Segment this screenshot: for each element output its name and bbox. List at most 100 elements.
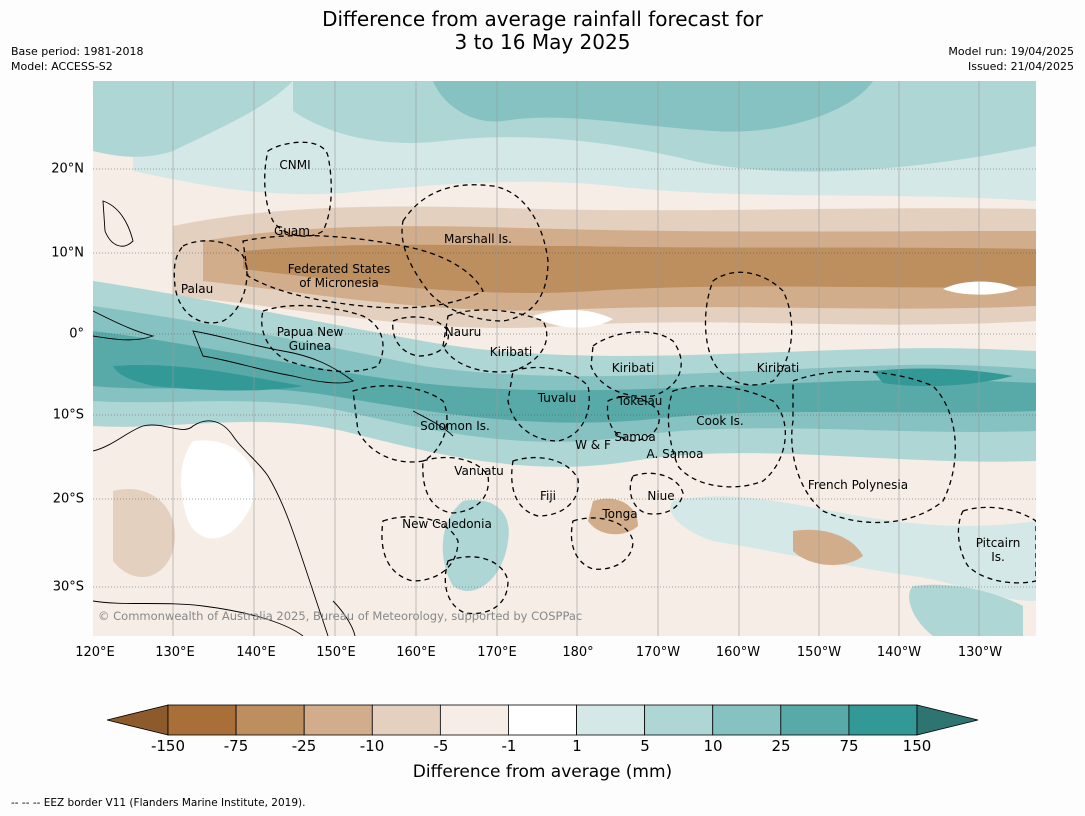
colorbar-swatch	[848, 704, 918, 736]
y-tick: 30°S	[52, 579, 84, 595]
label-vanuatu: Vanuatu	[454, 464, 504, 478]
south-brown-west	[113, 489, 175, 578]
colorbar	[107, 704, 979, 736]
x-tick: 170°E	[477, 645, 517, 660]
white-patch-equator	[533, 309, 613, 328]
eez-kiribati-west	[442, 309, 548, 373]
title-line-2: 3 to 16 May 2025	[454, 30, 631, 54]
white-patch-east	[943, 281, 1018, 295]
eez-marshall	[401, 184, 549, 322]
south-teal-patch	[909, 584, 1023, 636]
label-marshall: Marshall Is.	[444, 232, 512, 246]
latitude-gridlines	[93, 168, 1036, 588]
eez-tuvalu	[507, 366, 590, 442]
colorbar-swatch	[508, 704, 577, 736]
eez-vanuatu	[422, 456, 490, 514]
label-new-caledonia: New Caledonia	[402, 517, 492, 531]
eez-new-caledonia	[381, 516, 459, 582]
wet-band-strong	[93, 331, 1036, 423]
australia-south-coast	[93, 600, 304, 636]
label-fsm: Federated States of Micronesia	[288, 262, 390, 290]
eez-palau	[173, 240, 248, 324]
colorbar-swatch	[644, 704, 714, 736]
philippines-coast	[102, 200, 134, 247]
colorbar-label: 1	[572, 737, 582, 755]
new-zealand-coast	[332, 600, 356, 636]
map-svg	[93, 81, 1036, 636]
y-tick: 10°S	[52, 407, 84, 423]
label-tuvalu: Tuvalu	[537, 391, 577, 405]
eez-kiribati-east	[704, 271, 793, 386]
eez-cook	[667, 385, 786, 488]
label-samoa: Samoa	[614, 430, 656, 444]
colorbar-label: 150	[902, 737, 932, 755]
eez-solomon	[352, 385, 448, 463]
eez-tokelau	[606, 396, 660, 442]
label-french-polynesia: French Polynesia	[807, 478, 909, 492]
label-kiribati-east: Kiribati	[756, 361, 800, 375]
eez-fsm	[242, 234, 484, 309]
longitude-gridlines	[172, 81, 980, 636]
south-teal-west	[442, 500, 509, 591]
meta-right: Model run: 19/04/2025 Issued: 21/04/2025	[948, 44, 1074, 74]
colorbar-label: -150	[150, 737, 186, 755]
north-mid-teal	[433, 81, 873, 132]
australia-coast	[93, 420, 329, 636]
x-tick: 130°E	[155, 645, 195, 660]
label-png-2: Guinea	[288, 339, 332, 353]
label-pitcairn-2: Is.	[991, 550, 1005, 564]
label-pitcairn: Pitcairn Is.	[976, 536, 1021, 564]
colorbar-title: Difference from average (mm)	[412, 762, 673, 782]
colorbar-label: -25	[291, 737, 317, 755]
eez-norfolk	[444, 556, 509, 615]
colorbar-over-arrow	[916, 704, 979, 736]
colorbar-under-arrow	[107, 704, 169, 736]
label-png: Papua New Guinea	[277, 325, 344, 353]
label-wf: W & F	[575, 438, 611, 452]
label-solomon: Solomon Is.	[420, 419, 490, 433]
colorbar-swatch	[712, 704, 782, 736]
y-tick: 20°N	[51, 161, 84, 177]
colorbar-swatches	[167, 704, 918, 736]
indonesia-coast	[93, 310, 155, 341]
coastlines	[93, 200, 454, 636]
colorbar-label: -1	[501, 737, 517, 755]
x-tick: 130°W	[957, 645, 1003, 660]
y-tick: 20°S	[52, 491, 84, 507]
colorbar-swatch	[303, 704, 373, 736]
eez-png	[261, 304, 384, 373]
brown-patch-tonga	[588, 498, 638, 535]
chart-title: Difference from average rainfall forecas…	[0, 8, 1085, 54]
eez-borders	[173, 141, 1036, 615]
new-guinea-coast	[192, 330, 354, 384]
colorbar-label: 75	[839, 737, 859, 755]
white-patch-australia	[181, 440, 255, 539]
x-tick: 150°W	[796, 645, 842, 660]
eez-nauru	[392, 316, 450, 357]
eez-pitcairn	[957, 506, 1036, 584]
x-tick: 120°E	[75, 645, 115, 660]
x-tick: 140°W	[876, 645, 922, 660]
base-period: Base period: 1981-2018	[11, 45, 144, 58]
colorbar-swatch	[576, 704, 646, 736]
label-fsm-2: of Micronesia	[299, 276, 379, 290]
colorbar-swatch	[780, 704, 850, 736]
x-tick: 170°W	[635, 645, 681, 660]
wet-core-east	[873, 368, 1013, 387]
issued-date: Issued: 21/04/2025	[967, 60, 1074, 73]
colorbar-label: 25	[771, 737, 791, 755]
label-cnmi: CNMI	[279, 158, 311, 172]
label-tonga: Tonga	[602, 507, 638, 521]
colorbar-label: -5	[433, 737, 449, 755]
colorbar-label: 10	[703, 737, 723, 755]
wet-core-west	[113, 365, 303, 391]
label-cook: Cook Is.	[696, 414, 744, 428]
label-fiji: Fiji	[539, 489, 557, 503]
eez-french-polynesia	[791, 370, 956, 524]
colorbar-swatch	[235, 704, 305, 736]
y-tick: 10°N	[51, 245, 84, 261]
eez-footer-note: -- -- -- EEZ border V11 (Flanders Marine…	[11, 797, 306, 809]
label-pitcairn-1: Pitcairn	[975, 536, 1021, 550]
colorbar-swatch	[167, 704, 237, 736]
label-tokelau: Tokelau	[617, 394, 663, 408]
